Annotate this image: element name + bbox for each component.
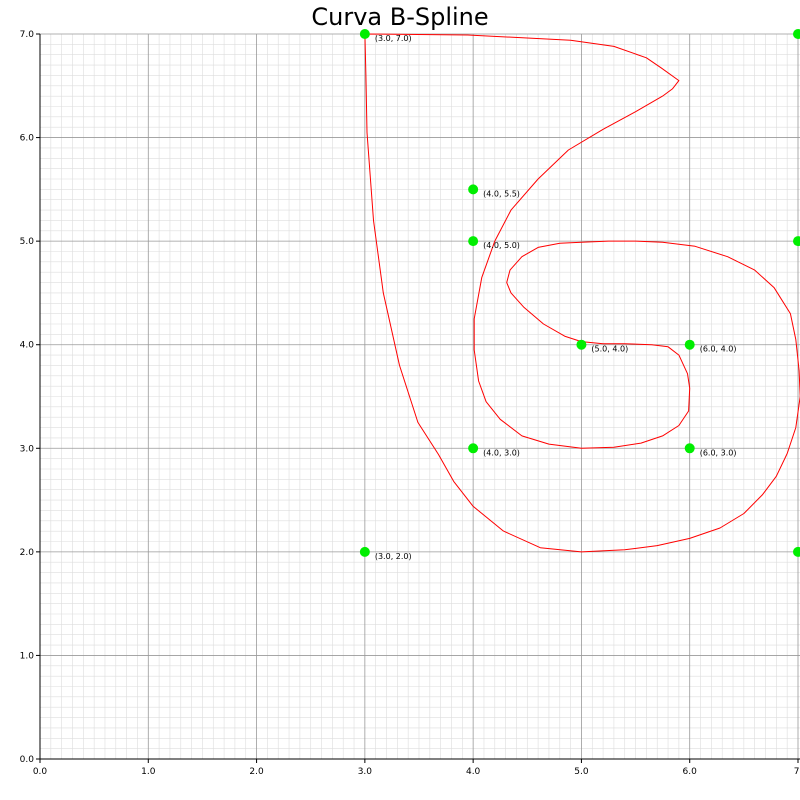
control-point: [468, 184, 479, 195]
y-tick-label: 4.0: [20, 341, 35, 351]
control-point: [359, 29, 370, 39]
control-point: [793, 29, 800, 39]
grid-lines: [39, 33, 800, 760]
y-tick-label: 2.0: [20, 548, 35, 558]
x-tick-label: 0.0: [33, 767, 48, 777]
control-point-label: (4.0, 5.5): [483, 189, 520, 198]
control-point: [684, 443, 695, 454]
x-tick-label: 7.: [794, 767, 800, 777]
control-point: [468, 236, 479, 247]
control-point: [468, 443, 479, 454]
x-tick-label: 3.0: [358, 767, 373, 777]
chart-title: Curva B-Spline: [311, 3, 489, 31]
x-tick-label: 6.0: [683, 767, 698, 777]
y-tick-label: 6.0: [20, 134, 35, 144]
control-point: [576, 339, 587, 350]
x-tick-label: 2.0: [249, 767, 264, 777]
control-point-label: (3.0, 2.0): [375, 552, 412, 561]
y-tick-label: 5.0: [20, 237, 35, 247]
control-point: [793, 236, 800, 247]
y-tick-label: 7.0: [20, 30, 35, 40]
control-point-label: (5.0, 4.0): [591, 345, 628, 354]
control-point: [359, 546, 370, 557]
control-point: [793, 546, 800, 557]
control-point-label: (4.0, 5.0): [483, 241, 520, 250]
x-tick-label: 5.0: [574, 767, 589, 777]
control-point-label: (4.0, 3.0): [483, 448, 520, 457]
control-point-label: (6.0, 3.0): [700, 448, 737, 457]
control-point: [684, 339, 695, 350]
x-tick-label: 1.0: [141, 767, 156, 777]
control-point-label: (6.0, 4.0): [700, 345, 737, 354]
control-point-label: (3.0, 7.0): [375, 34, 412, 43]
x-tick-label: 4.0: [466, 767, 481, 777]
bspline-curve: [364, 33, 800, 553]
y-tick-label: 0.0: [20, 755, 35, 765]
y-tick-label: 3.0: [20, 444, 35, 454]
y-tick-label: 1.0: [20, 651, 35, 661]
